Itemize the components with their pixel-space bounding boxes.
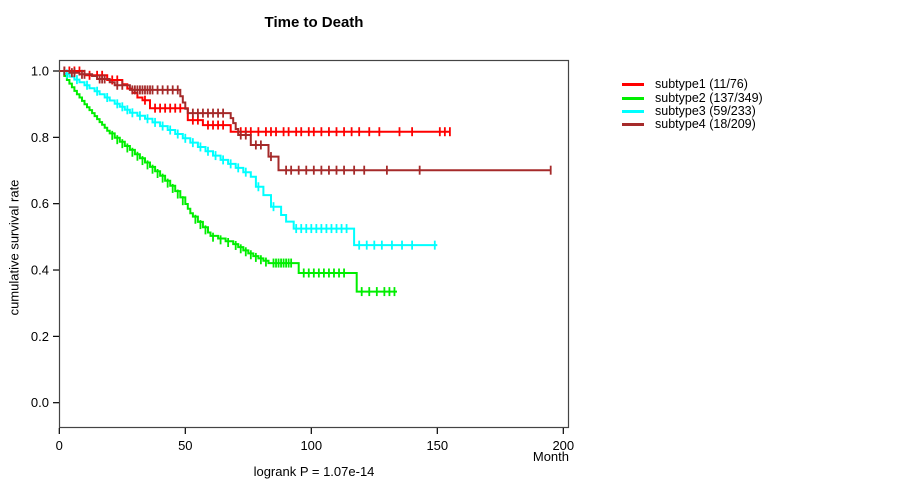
x-tick-label: 50 bbox=[178, 438, 192, 453]
legend-line-swatch bbox=[622, 83, 644, 87]
survival-curve-subtype3 bbox=[59, 70, 438, 247]
legend-label: subtype3 (59/233) bbox=[655, 103, 756, 118]
legend-line-swatch bbox=[622, 109, 644, 113]
x-axis-label: Month bbox=[532, 449, 569, 464]
plot-box bbox=[58, 59, 570, 429]
legend-item-subtype4: subtype4 (18/209) bbox=[622, 118, 763, 131]
legend-line-swatch bbox=[622, 96, 644, 100]
legend-item-subtype1: subtype1 (11/76) bbox=[622, 78, 763, 91]
y-tick-label: 1.0 bbox=[31, 64, 49, 79]
legend-label: subtype4 (18/209) bbox=[655, 117, 756, 132]
legend-line-swatch bbox=[622, 123, 644, 127]
legend-label: subtype2 (137/349) bbox=[655, 90, 763, 105]
y-tick-label: 0.0 bbox=[31, 395, 49, 410]
x-tick-label: 0 bbox=[56, 438, 63, 453]
chart-title: Time to Death bbox=[264, 14, 364, 31]
y-tick-label: 0.6 bbox=[31, 196, 49, 211]
logrank-annotation: logrank P = 1.07e-14 bbox=[253, 464, 375, 479]
survival-curve-subtype2 bbox=[59, 70, 397, 293]
y-tick-label: 0.4 bbox=[31, 263, 49, 278]
x-tick-label: 100 bbox=[300, 438, 322, 453]
y-tick-label: 0.2 bbox=[31, 329, 49, 344]
x-tick-label: 200 bbox=[552, 438, 574, 453]
legend: subtype1 (11/76) subtype2 (137/349) subtyp… bbox=[622, 78, 763, 132]
legend-label: subtype1 (11/76) bbox=[655, 77, 748, 92]
x-tick-label: 150 bbox=[426, 438, 448, 453]
survival-curve-subtype4 bbox=[59, 70, 551, 172]
legend-item-subtype2: subtype2 (137/349) bbox=[622, 91, 763, 104]
y-tick-label: 0.8 bbox=[31, 130, 49, 145]
legend-item-subtype3: subtype3 (59/233) bbox=[622, 103, 763, 118]
